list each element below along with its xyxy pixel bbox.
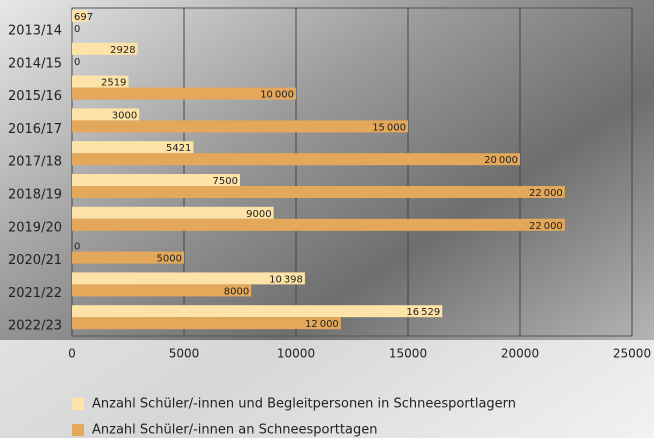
x-tick-label: 15000 — [389, 347, 427, 361]
legend-swatch — [72, 424, 84, 436]
value-label: 10 398 — [269, 274, 303, 285]
bar — [72, 305, 442, 317]
bar — [72, 207, 274, 219]
y-tick-label: 2020/21 — [8, 253, 62, 268]
y-tick-label: 2015/16 — [8, 89, 62, 104]
value-label: 22 000 — [529, 221, 563, 232]
bar — [72, 120, 408, 132]
chart: 05000100001500020000250002013/1469702014… — [0, 0, 654, 438]
y-tick-label: 2017/18 — [8, 155, 62, 170]
value-label: 2928 — [110, 45, 135, 56]
legend-swatch — [72, 398, 84, 410]
bar — [72, 219, 565, 231]
value-label: 697 — [74, 12, 93, 23]
value-label: 3000 — [112, 110, 137, 121]
value-label: 10 000 — [260, 90, 294, 101]
value-label: 0 — [74, 242, 80, 253]
value-label: 0 — [74, 24, 80, 35]
value-label: 9000 — [246, 209, 271, 220]
value-label: 12 000 — [305, 319, 339, 330]
value-label: 22 000 — [529, 188, 563, 199]
x-tick-label: 5000 — [169, 347, 200, 361]
bar — [72, 186, 565, 198]
value-label: 0 — [74, 57, 80, 68]
value-label: 16 529 — [406, 307, 440, 318]
y-tick-label: 2022/23 — [8, 319, 62, 334]
legend-label: Anzahl Schüler/-innen und Begleitpersone… — [92, 397, 516, 412]
value-label: 2519 — [101, 78, 126, 89]
bar — [72, 153, 520, 165]
y-tick-label: 2021/22 — [8, 286, 62, 301]
value-label: 7500 — [213, 176, 238, 187]
x-tick-label: 20000 — [501, 347, 539, 361]
bar — [72, 317, 341, 329]
y-tick-label: 2016/17 — [8, 122, 62, 137]
x-tick-label: 0 — [68, 347, 76, 361]
y-tick-label: 2019/20 — [8, 220, 62, 235]
value-label: 15 000 — [372, 122, 406, 133]
value-label: 5421 — [166, 143, 191, 154]
value-label: 5000 — [157, 254, 182, 265]
y-tick-label: 2018/19 — [8, 188, 62, 203]
value-label: 20 000 — [484, 155, 518, 166]
x-tick-label: 10000 — [277, 347, 315, 361]
y-tick-label: 2014/15 — [8, 56, 62, 71]
x-tick-label: 25000 — [613, 347, 651, 361]
value-label: 8000 — [224, 286, 249, 297]
y-tick-label: 2013/14 — [8, 24, 62, 39]
legend-label: Anzahl Schüler/-innen an Schneesporttage… — [92, 423, 377, 438]
page: 05000100001500020000250002013/1469702014… — [0, 0, 654, 438]
